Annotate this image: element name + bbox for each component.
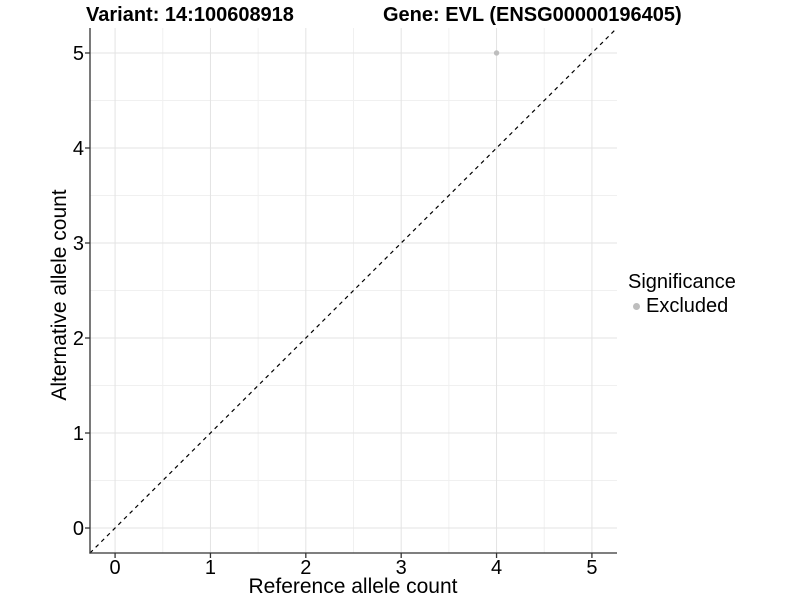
tick-label: 2 (73, 328, 84, 350)
tick-label: 4 (73, 138, 84, 160)
excluded-point-icon (633, 302, 640, 310)
x-axis-title: Reference allele count (248, 575, 458, 598)
tick-label: 3 (396, 557, 407, 579)
data-point (493, 50, 500, 56)
legend: Significance Excluded (628, 271, 736, 317)
tick-label: 0 (73, 518, 84, 540)
tick-label: 3 (73, 233, 84, 255)
legend-item-label: Excluded (646, 295, 729, 317)
tick-label: 4 (491, 557, 502, 579)
tick-label: 1 (205, 557, 216, 579)
identity-dashed-line (89, 27, 618, 554)
legend-item-excluded: Excluded (628, 295, 736, 317)
legend-title: Significance (628, 271, 736, 293)
gene-title: Gene: EVL (ENSG00000196405) (383, 4, 682, 26)
tick-label: 0 (110, 557, 121, 579)
tick-label: 2 (300, 557, 311, 579)
tick-label: 1 (73, 423, 84, 445)
variant-title: Variant: 14:100608918 (86, 4, 294, 26)
tick-label: 5 (73, 43, 84, 65)
y-axis-title: Alternative allele count (48, 189, 71, 401)
tick-label: 5 (586, 557, 597, 579)
